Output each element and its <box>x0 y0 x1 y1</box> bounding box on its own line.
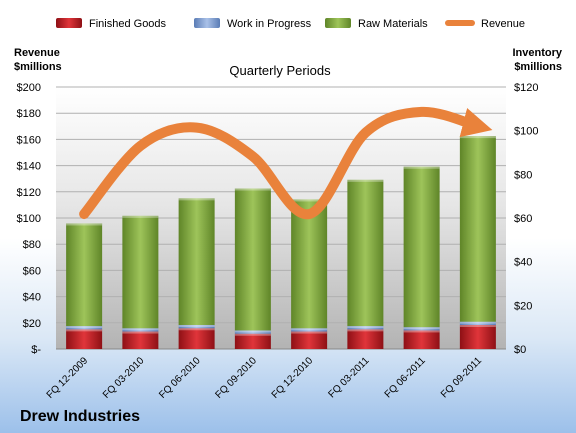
left-axis-ticks: $- $20 $40 $60 $80 $100 $120 $140 $160 $180 $200 <box>17 82 42 356</box>
raw-materials-bar-highlight <box>291 199 328 202</box>
raw-materials-bar-highlight <box>347 179 384 182</box>
raw-materials-bar <box>291 199 328 329</box>
axis-titles: Revenue $millions Inventory $millions <box>14 47 563 73</box>
revenue-line-layer <box>79 106 493 220</box>
legend-label: Work in Progress <box>227 18 312 30</box>
right-axis-title-line2: $millions <box>514 61 562 73</box>
work-in-progress-bar-highlight <box>122 328 159 331</box>
left-tick-label: $100 <box>17 213 41 225</box>
work-in-progress-bar <box>291 328 328 332</box>
work-in-progress-bar-highlight <box>178 324 215 327</box>
finished-goods-bar <box>403 330 440 349</box>
work-in-progress-bar <box>459 321 496 325</box>
work-in-progress-bar-highlight <box>66 326 103 329</box>
left-tick-label: $140 <box>17 161 41 173</box>
finished-goods-bar-highlight <box>403 330 440 333</box>
finished-goods-bar-highlight <box>291 331 328 334</box>
left-axis-title-line1: Revenue <box>14 47 60 59</box>
finished-goods-bar <box>122 331 159 349</box>
finished-goods-bar <box>291 331 328 349</box>
left-tick-label: $160 <box>17 134 41 146</box>
work-in-progress-bar-highlight <box>403 327 440 330</box>
category-labels: FQ 12-2009 FQ 03-2010 FQ 06-2010 FQ 09-2010… <box>45 355 485 401</box>
work-in-progress-bar-highlight <box>234 330 271 333</box>
legend-swatch <box>194 18 220 28</box>
left-tick-label: $- <box>31 344 41 356</box>
right-axis-ticks: $0 $20 $40 $60 $80 $100 $120 <box>514 82 538 356</box>
work-in-progress-bar <box>122 328 159 332</box>
right-tick-label: $120 <box>514 82 538 94</box>
finished-goods-bar-highlight <box>122 331 159 334</box>
raw-materials-bar <box>459 136 496 322</box>
raw-materials-bar-highlight <box>234 188 271 191</box>
raw-materials-bar-highlight <box>122 215 159 218</box>
right-tick-label: $20 <box>514 300 532 312</box>
revenue-line <box>79 106 493 220</box>
raw-materials-bar <box>66 223 103 327</box>
right-tick-label: $0 <box>514 344 526 356</box>
chart-title: Quarterly Periods <box>229 63 331 78</box>
work-in-progress-bar <box>178 324 215 329</box>
work-in-progress-bar-highlight <box>459 321 496 324</box>
finished-goods-bar <box>459 324 496 349</box>
work-in-progress-bar <box>234 330 271 334</box>
finished-goods-bar-highlight <box>347 329 384 332</box>
raw-materials-bar-highlight <box>66 223 103 226</box>
right-tick-label: $100 <box>514 126 538 138</box>
finished-goods-bar-highlight <box>234 333 271 336</box>
raw-materials-bar <box>234 188 271 331</box>
finished-goods-bar <box>347 329 384 349</box>
work-in-progress-bar <box>66 326 103 330</box>
category-label: FQ 09-2010 <box>213 355 259 401</box>
right-tick-label: $40 <box>514 257 532 269</box>
left-tick-label: $80 <box>23 239 41 251</box>
right-tick-label: $60 <box>514 213 532 225</box>
left-tick-label: $180 <box>17 108 41 120</box>
work-in-progress-bar <box>347 326 384 330</box>
raw-materials-bar-highlight <box>459 136 496 139</box>
right-axis-title-line1: Inventory <box>512 47 562 59</box>
left-tick-label: $60 <box>23 265 41 277</box>
left-tick-label: $40 <box>23 292 41 304</box>
raw-materials-bar <box>347 179 384 327</box>
legend-label: Finished Goods <box>89 18 167 30</box>
category-label: FQ 12-2009 <box>45 355 91 401</box>
finished-goods-bar <box>66 329 103 349</box>
category-label: FQ 03-2010 <box>101 355 147 401</box>
finished-goods-bar <box>234 333 271 349</box>
category-label: FQ 09-2011 <box>439 355 484 400</box>
legend-label: Raw Materials <box>358 18 428 30</box>
work-in-progress-bar <box>403 327 440 331</box>
work-in-progress-bar-highlight <box>347 326 384 329</box>
category-label: FQ 06-2010 <box>157 355 203 401</box>
raw-materials-bar <box>178 198 215 325</box>
company-name: Drew Industries <box>20 408 140 425</box>
category-label: FQ 06-2011 <box>383 355 428 400</box>
raw-materials-bar-highlight <box>178 198 215 201</box>
raw-materials-bar <box>403 166 440 328</box>
right-tick-label: $80 <box>514 169 532 181</box>
raw-materials-bar <box>122 215 159 329</box>
finished-goods-bar-highlight <box>66 329 103 332</box>
work-in-progress-bar-highlight <box>291 328 328 331</box>
raw-materials-bar-highlight <box>403 166 440 169</box>
legend-label: Revenue <box>481 18 525 30</box>
legend: Finished Goods Work in Progress Raw Materi… <box>56 18 525 30</box>
legend-swatch <box>56 18 82 28</box>
left-tick-label: $20 <box>23 318 41 330</box>
left-tick-label: $120 <box>17 187 41 199</box>
finished-goods-bar-highlight <box>178 328 215 331</box>
left-axis-title-line2: $millions <box>14 61 62 73</box>
legend-swatch <box>325 18 351 28</box>
category-label: FQ 03-2011 <box>327 355 372 400</box>
finished-goods-bar <box>178 328 215 349</box>
finished-goods-bar-highlight <box>459 324 496 327</box>
left-tick-label: $200 <box>17 82 41 94</box>
bars <box>66 136 496 349</box>
category-label: FQ 12-2010 <box>270 355 316 401</box>
